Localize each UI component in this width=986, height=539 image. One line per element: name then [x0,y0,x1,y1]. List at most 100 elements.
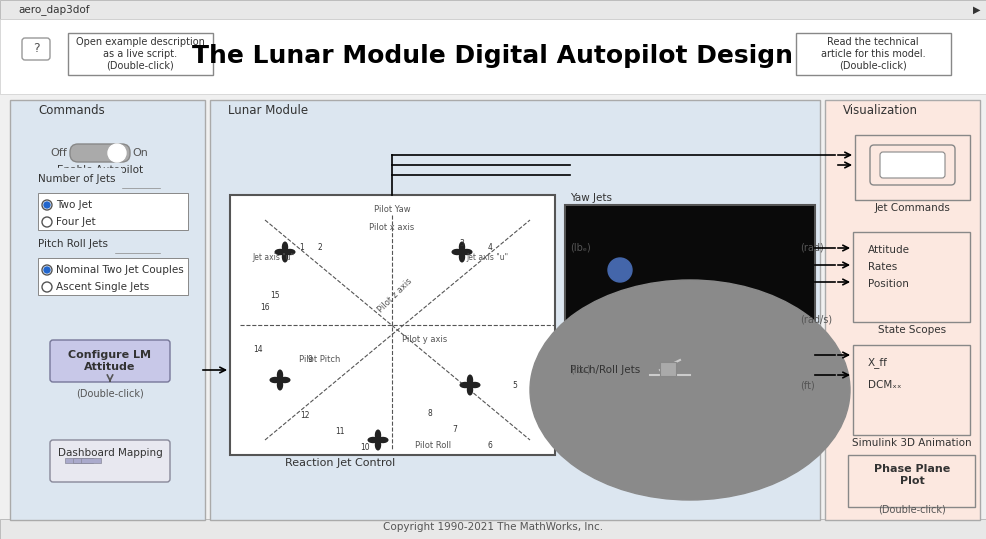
Circle shape [44,267,50,273]
Text: (Double-click): (Double-click) [76,388,144,398]
Ellipse shape [452,250,461,254]
Ellipse shape [461,250,471,254]
Text: 15: 15 [270,291,279,300]
Circle shape [42,282,52,292]
Ellipse shape [277,370,282,380]
Text: State Scopes: State Scopes [878,325,946,335]
Text: 3: 3 [459,239,464,248]
Text: Two Jet: Two Jet [56,200,92,210]
FancyBboxPatch shape [880,152,944,178]
Ellipse shape [277,380,282,390]
Text: The Lunar Module Digital Autopilot Design: The Lunar Module Digital Autopilot Desig… [192,44,793,68]
FancyBboxPatch shape [81,458,101,463]
FancyBboxPatch shape [38,193,187,230]
Circle shape [607,258,631,282]
Text: 2: 2 [317,244,322,252]
Text: Copyright 1990-2021 The MathWorks, Inc.: Copyright 1990-2021 The MathWorks, Inc. [383,522,602,532]
FancyBboxPatch shape [10,100,205,520]
Ellipse shape [375,440,381,450]
Text: 6: 6 [487,440,492,450]
Ellipse shape [375,430,381,440]
FancyBboxPatch shape [22,38,50,60]
Text: X_ff: X_ff [867,357,887,369]
Text: Pilot x axis: Pilot x axis [369,224,414,232]
FancyBboxPatch shape [68,33,213,75]
Text: Nominal Two Jet Couples: Nominal Two Jet Couples [56,265,183,275]
Text: Open example description
as a live script.
(Double-click): Open example description as a live scrip… [76,37,204,71]
Text: (rad/s): (rad/s) [800,315,831,325]
Text: Configure LM
Attitude: Configure LM Attitude [68,350,151,372]
Text: Off: Off [50,148,67,158]
FancyBboxPatch shape [847,455,974,507]
Text: (rad): (rad) [800,243,823,253]
Ellipse shape [467,375,472,385]
FancyBboxPatch shape [854,135,969,200]
FancyBboxPatch shape [50,340,170,382]
FancyBboxPatch shape [230,195,554,455]
Text: 1: 1 [300,243,304,252]
Text: Pilot Roll: Pilot Roll [414,440,451,450]
Text: 7: 7 [453,425,457,434]
Text: Dashboard Mapping: Dashboard Mapping [57,448,163,458]
Text: Read the technical
article for this model.
(Double-click): Read the technical article for this mode… [819,37,925,71]
Ellipse shape [459,383,469,388]
Text: 9: 9 [308,356,313,364]
Text: Attitude: Attitude [867,245,909,255]
Text: (lbₑ): (lbₑ) [570,365,591,375]
FancyBboxPatch shape [852,232,969,322]
Text: Commands: Commands [38,105,105,118]
FancyBboxPatch shape [795,33,951,75]
Text: Pitch Roll Jets: Pitch Roll Jets [38,239,107,249]
Text: Pitch/Roll Jets: Pitch/Roll Jets [570,365,640,375]
Text: 8: 8 [427,409,432,418]
Polygon shape [264,255,525,440]
Text: 10: 10 [360,444,370,453]
FancyBboxPatch shape [73,458,93,463]
Text: Four Jet: Four Jet [56,217,96,227]
Ellipse shape [275,250,285,254]
Ellipse shape [279,377,290,383]
Text: Pilot Yaw: Pilot Yaw [374,205,410,215]
Ellipse shape [270,377,280,383]
Text: Enable Autopilot: Enable Autopilot [57,165,143,175]
Ellipse shape [469,383,479,388]
Text: 5: 5 [512,381,517,390]
Circle shape [107,144,126,162]
Ellipse shape [529,280,849,500]
FancyBboxPatch shape [660,362,675,376]
Text: Phase Plane
Plot: Phase Plane Plot [873,464,950,486]
FancyBboxPatch shape [824,100,979,520]
Text: (Double-click): (Double-click) [878,505,945,515]
Text: Yaw Jets: Yaw Jets [570,193,611,203]
FancyBboxPatch shape [0,0,986,19]
FancyBboxPatch shape [564,205,814,445]
Ellipse shape [459,252,464,262]
FancyBboxPatch shape [852,345,969,435]
FancyBboxPatch shape [565,206,813,366]
Text: Jet axis "u": Jet axis "u" [465,252,508,261]
Text: Lunar Module: Lunar Module [228,105,308,118]
Text: 4: 4 [487,244,492,252]
Text: 12: 12 [300,411,310,419]
Text: (ft): (ft) [800,380,813,390]
FancyBboxPatch shape [0,519,986,539]
Ellipse shape [285,250,295,254]
Text: Number of Jets: Number of Jets [38,174,115,184]
Text: (lbₑ): (lbₑ) [570,243,591,253]
Text: Ascent Single Jets: Ascent Single Jets [56,282,149,292]
Text: aero_dap3dof: aero_dap3dof [18,4,90,16]
Text: Pilot y axis: Pilot y axis [402,335,448,344]
Ellipse shape [459,242,464,252]
Text: Pilot Pitch: Pilot Pitch [299,356,340,364]
Ellipse shape [368,438,378,443]
Text: Position: Position [867,279,908,289]
Ellipse shape [467,385,472,395]
Text: Jet axis "u": Jet axis "u" [251,252,294,261]
Text: Pilot z axis: Pilot z axis [376,276,413,314]
Text: 14: 14 [253,345,262,355]
Circle shape [44,202,50,208]
Ellipse shape [282,242,287,252]
Text: DCMₓₓ: DCMₓₓ [867,380,900,390]
Text: Lunar Module Dynamics: Lunar Module Dynamics [622,448,756,458]
Ellipse shape [282,252,287,262]
